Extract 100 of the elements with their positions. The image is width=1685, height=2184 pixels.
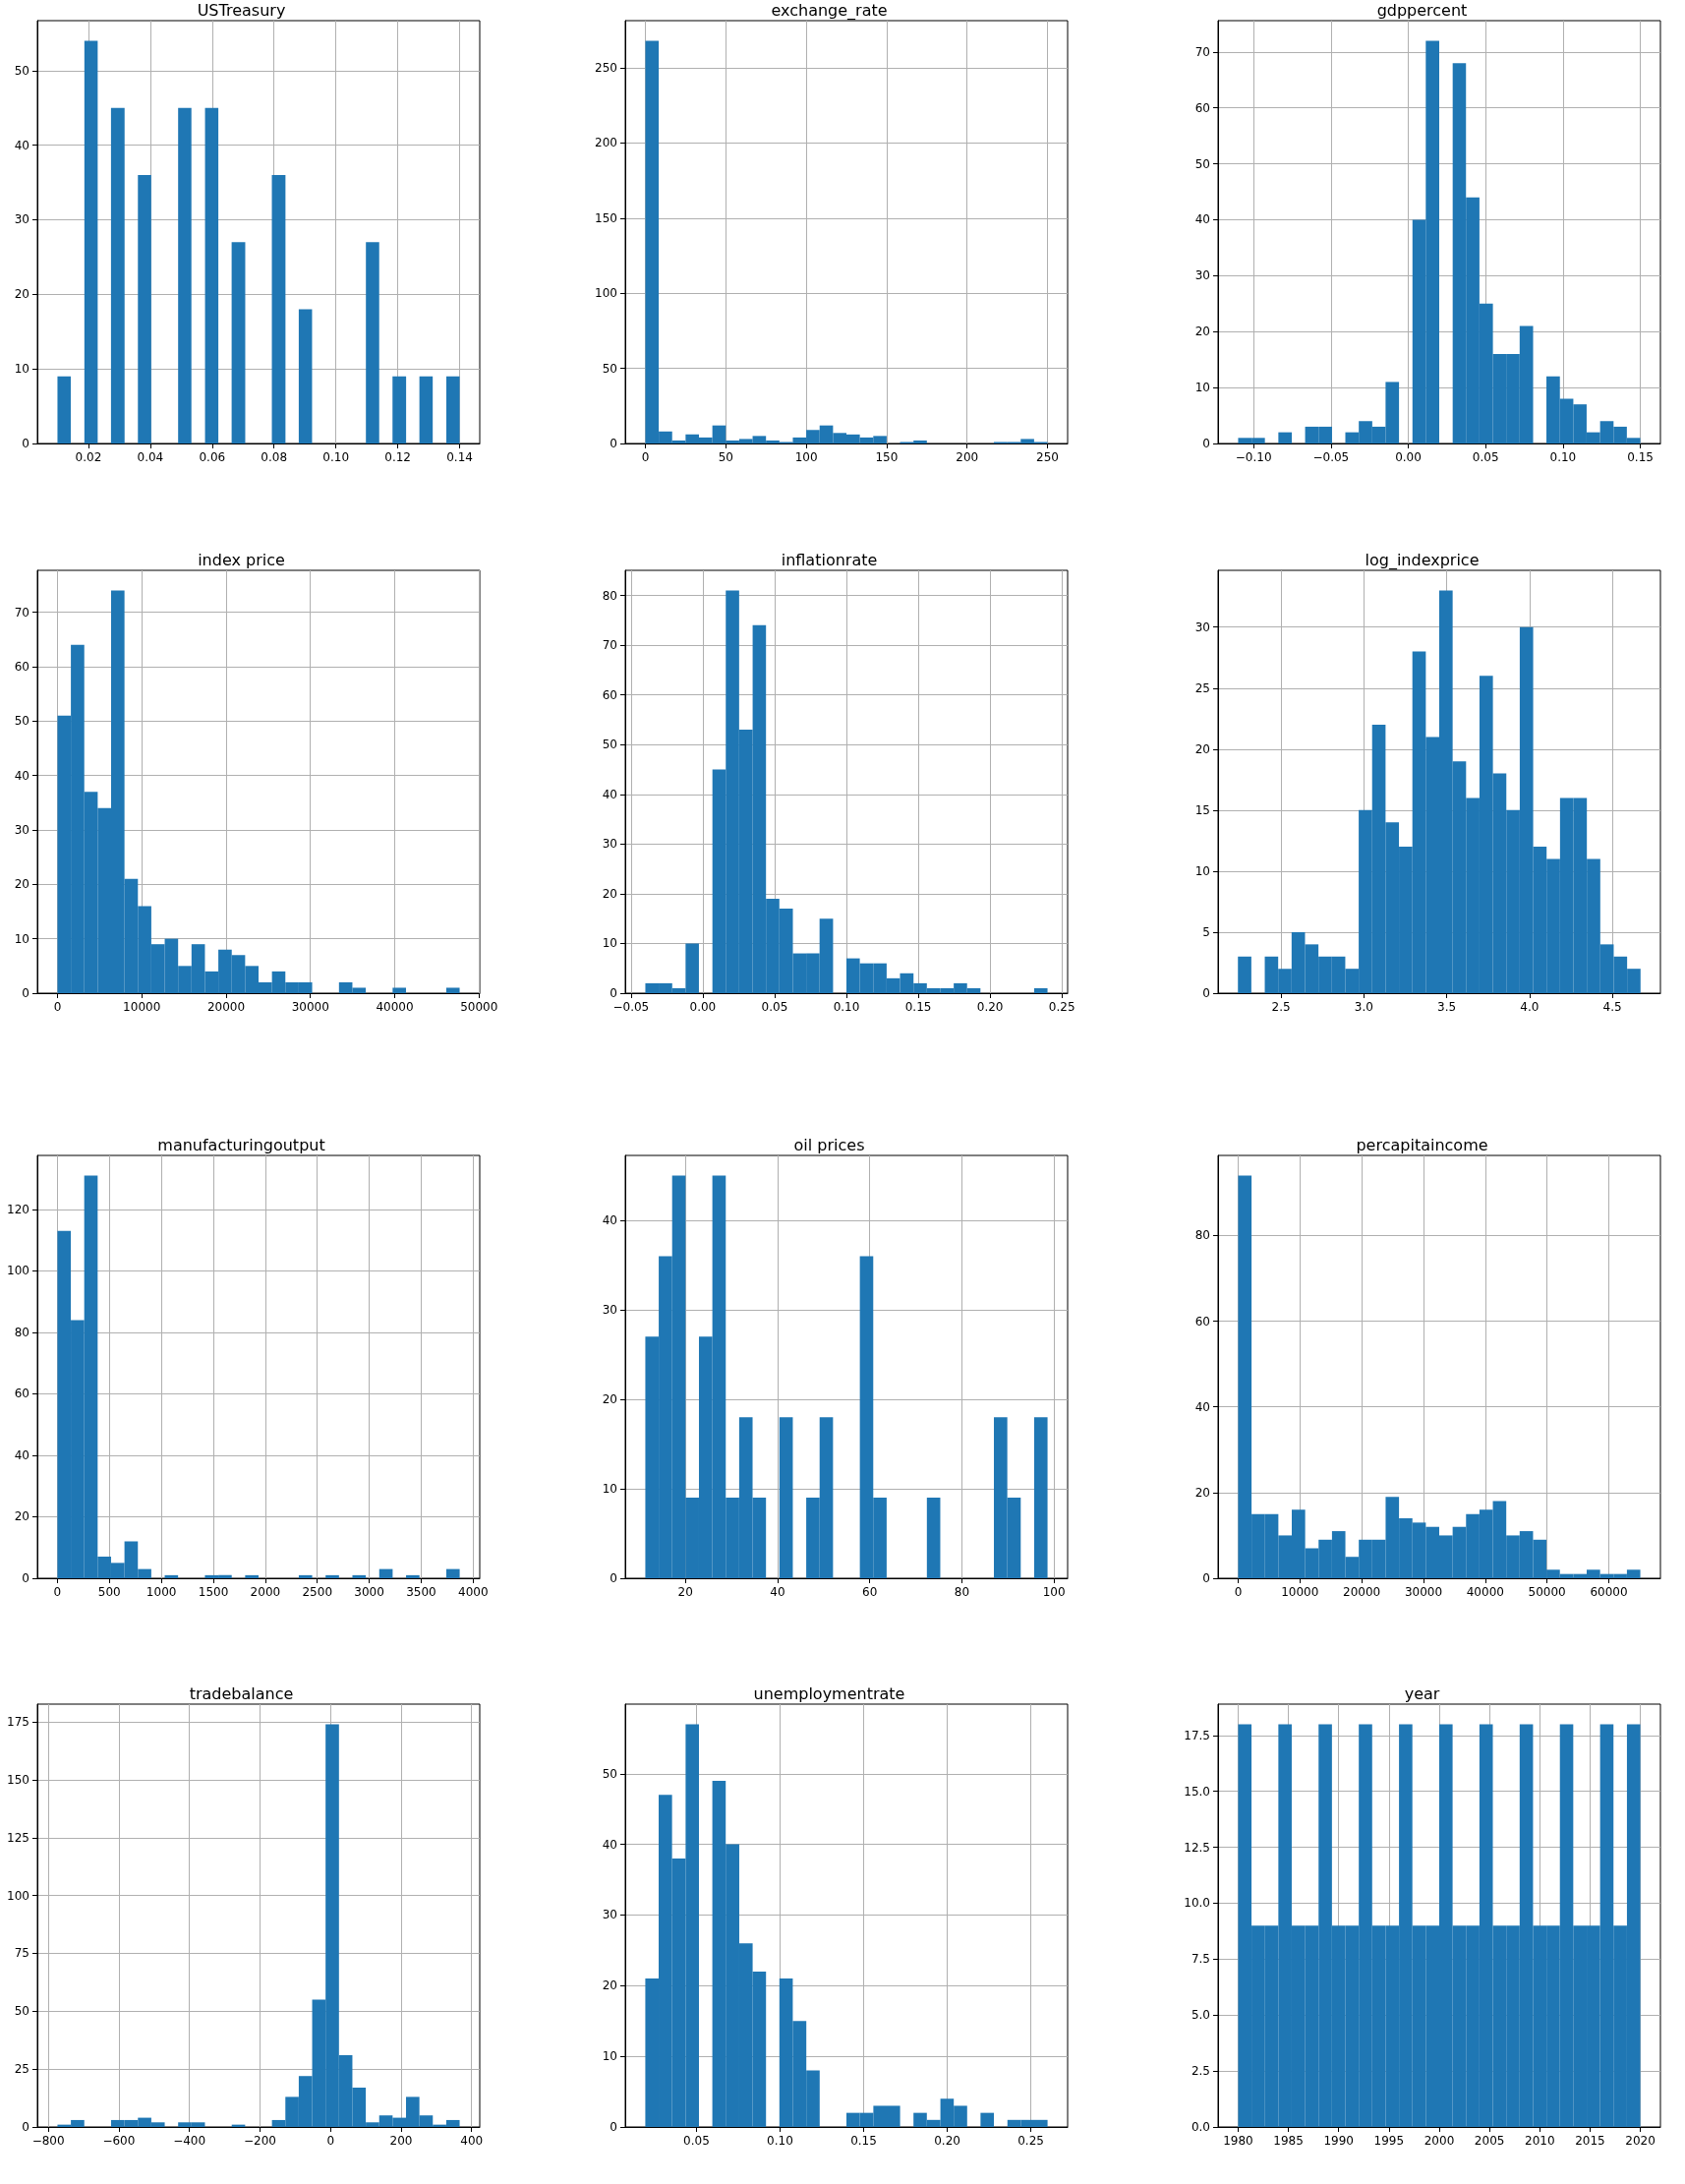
y-tick-label: 40: [14, 138, 29, 152]
x-tick-label: 50: [718, 450, 733, 464]
y-tick-label: 17.5: [1184, 1728, 1210, 1742]
y-tick-label: 30: [602, 837, 617, 852]
y-tick-label: 7.5: [1191, 1952, 1210, 1967]
x-tick-label: 0.06: [199, 450, 226, 464]
y-tick-label: 20: [1194, 741, 1210, 756]
x-tick-label: 60000: [1590, 1585, 1628, 1599]
x-tick-label: 50000: [1528, 1585, 1566, 1599]
y-tick-label: 0: [1202, 986, 1210, 1000]
y-tick-label: 0: [22, 1571, 29, 1585]
chart-title: index price: [198, 550, 285, 569]
x-tick-label: 150: [875, 450, 899, 464]
x-tick-label: 1995: [1373, 2134, 1405, 2148]
y-tick-label: 200: [595, 136, 617, 150]
y-tick-label: 30: [602, 1908, 617, 1922]
x-tick-label: 2020: [1625, 2134, 1656, 2148]
y-tick-label: 50: [14, 63, 29, 78]
chart-title: unemploymentrate: [753, 1683, 905, 1703]
y-tick-label: 50: [14, 714, 29, 729]
x-tick-label: 0.05: [761, 1000, 788, 1014]
y-tick-label: 70: [602, 638, 617, 653]
y-tick-label: 10: [1194, 381, 1210, 395]
x-tick-label: 3.0: [1354, 1000, 1373, 1014]
y-tick-label: 0: [22, 437, 29, 450]
x-tick-label: 250: [1036, 450, 1059, 464]
y-tick-label: 20: [602, 1391, 617, 1406]
chart-title: log_indexprice: [1365, 550, 1480, 570]
y-tick-label: 0: [610, 986, 617, 1000]
y-tick-label: 12.5: [1184, 1840, 1210, 1855]
y-tick-label: 0: [1202, 437, 1210, 450]
y-tick-label: 100: [595, 286, 617, 301]
x-tick-label: 200: [956, 450, 979, 464]
x-tick-label: 0.12: [384, 450, 411, 464]
y-tick-label: 20: [602, 886, 617, 901]
y-tick-label: 60: [1194, 1314, 1210, 1328]
y-tick-label: 50: [602, 361, 617, 376]
y-tick-label: 40: [14, 1447, 29, 1462]
x-tick-label: 0.14: [446, 450, 473, 464]
y-tick-label: 40: [602, 1212, 617, 1227]
x-tick-label: 2.5: [1271, 1000, 1291, 1014]
x-tick-label: 0.15: [850, 2134, 877, 2148]
y-tick-label: 50: [14, 2004, 29, 2019]
chart-title: USTreasury: [197, 0, 286, 20]
y-tick-label: 15: [1194, 802, 1210, 817]
y-tick-label: 25: [1194, 680, 1210, 695]
y-tick-label: 50: [602, 1766, 617, 1781]
y-tick-label: 100: [7, 1264, 29, 1278]
y-tick-label: 20: [1194, 325, 1210, 339]
x-tick-label: 0.10: [833, 1000, 860, 1014]
x-tick-label: 80: [954, 1585, 970, 1599]
x-tick-label: 0.20: [976, 1000, 1004, 1014]
x-tick-label: 20000: [1343, 1585, 1381, 1599]
y-tick-label: 10: [14, 362, 29, 377]
x-tick-label: 10000: [123, 1000, 161, 1014]
x-tick-label: 60: [862, 1585, 878, 1599]
x-tick-label: 50000: [460, 1000, 498, 1014]
y-tick-label: 20: [14, 877, 29, 892]
y-tick-label: 0: [610, 437, 617, 450]
x-tick-label: 1985: [1273, 2134, 1304, 2148]
x-tick-label: 4.5: [1602, 1000, 1622, 1014]
y-tick-label: 40: [602, 787, 617, 801]
x-tick-label: 0: [53, 1585, 62, 1599]
x-tick-label: 2500: [302, 1585, 333, 1599]
x-tick-label: 1000: [145, 1585, 177, 1599]
y-tick-label: 70: [14, 605, 29, 620]
y-tick-label: 30: [1194, 268, 1210, 283]
chart-title: year: [1404, 1683, 1440, 1703]
y-tick-label: 80: [1194, 1228, 1210, 1243]
y-tick-label: 0: [22, 986, 29, 1000]
x-tick-label: 0.00: [689, 1000, 717, 1014]
y-tick-label: 175: [7, 1715, 29, 1730]
x-tick-label: 0.10: [767, 2134, 793, 2148]
x-tick-label: −600: [102, 2134, 136, 2148]
y-tick-label: 80: [602, 588, 617, 603]
y-tick-label: 30: [1194, 620, 1210, 634]
x-tick-label: 0: [641, 450, 650, 464]
chart-title: inflationrate: [781, 550, 878, 569]
x-tick-label: 30000: [291, 1000, 329, 1014]
y-tick-label: 15.0: [1184, 1784, 1210, 1799]
y-tick-label: 5: [1202, 924, 1210, 939]
x-tick-label: 10000: [1281, 1585, 1319, 1599]
y-tick-label: 10: [602, 936, 617, 951]
y-tick-label: 10.0: [1184, 1896, 1210, 1911]
x-tick-label: −0.05: [1312, 450, 1350, 464]
x-tick-label: 4000: [458, 1585, 489, 1599]
y-tick-label: 40: [14, 768, 29, 783]
x-tick-label: 1990: [1323, 2134, 1354, 2148]
x-tick-label: 2000: [1424, 2134, 1455, 2148]
chart-title: manufacturingoutput: [157, 1135, 325, 1154]
x-tick-label: 1980: [1223, 2134, 1253, 2148]
y-tick-label: 10: [14, 931, 29, 946]
chart-title: oil prices: [793, 1135, 865, 1154]
x-tick-label: 0.25: [1048, 1000, 1075, 1014]
y-tick-label: 2.5: [1191, 2064, 1210, 2079]
y-tick-label: 60: [1194, 100, 1210, 115]
y-tick-label: 100: [7, 1888, 29, 1903]
y-tick-label: 30: [602, 1302, 617, 1317]
x-tick-label: 500: [97, 1585, 121, 1599]
y-tick-label: 150: [595, 210, 617, 225]
